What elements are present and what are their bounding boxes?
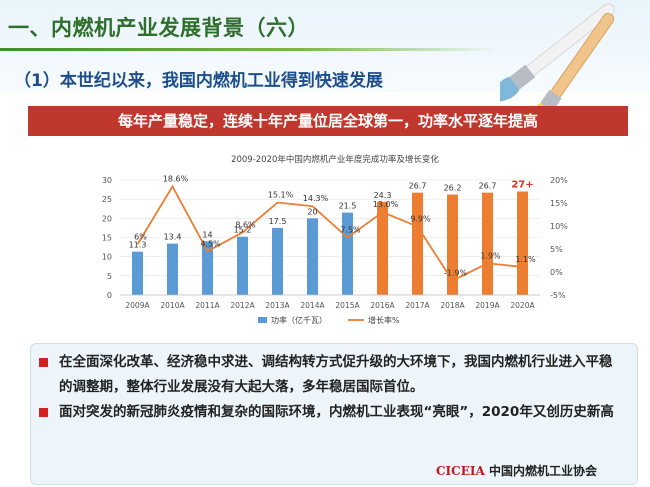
x-axis-tick-label: 2016A	[370, 301, 395, 310]
legend-swatch-power	[258, 317, 267, 323]
line-data-label: 1.9%	[480, 251, 501, 260]
bar-data-label: 26.7	[479, 182, 497, 191]
right-axis-tick-label: 15%	[550, 199, 568, 208]
bar-data-label: 15.2	[234, 226, 252, 235]
bar	[342, 212, 353, 295]
bar-data-label: 14	[202, 230, 212, 239]
x-axis-tick-label: 2010A	[160, 301, 185, 310]
legend-label-power: 功率（亿千瓦）	[271, 315, 327, 325]
x-axis-tick-label: 2012A	[230, 301, 255, 310]
bar	[202, 241, 213, 295]
left-axis-tick-label: 0	[107, 291, 112, 300]
left-axis-tick-label: 5	[107, 272, 112, 281]
bar-data-label: 27+	[511, 180, 533, 191]
x-axis-tick-label: 2015A	[335, 301, 360, 310]
line-data-label: 1.1%	[515, 255, 536, 264]
bar	[412, 192, 423, 295]
bar	[272, 227, 283, 295]
bar	[517, 191, 528, 295]
bar	[447, 194, 458, 295]
x-axis-tick-label: 2019A	[475, 301, 500, 310]
line-data-label: 9.9%	[410, 214, 431, 223]
bar	[237, 236, 248, 295]
footer-org: 中国内燃机工业协会	[488, 464, 597, 478]
chart-title: 2009-2020年中国内燃机产业年度完成功率及增长变化	[231, 154, 439, 165]
x-axis-tick-label: 2018A	[440, 301, 465, 310]
line-data-label: 14.3%	[303, 194, 329, 203]
left-axis-tick-label: 25	[102, 195, 112, 204]
line-data-label: -1.9%	[444, 269, 468, 278]
line-data-label: 7.5%	[340, 226, 361, 235]
x-axis-tick-label: 2020A	[510, 301, 535, 310]
x-axis-tick-label: 2009A	[125, 301, 150, 310]
highlight-banner: 每年产量稳定，连续十年产量位居全球第一，功率水平逐年提高	[28, 106, 628, 136]
bar	[167, 243, 178, 295]
bar-data-label: 17.5	[269, 217, 287, 226]
bullet-item: 面对突发的新冠肺炎疫情和复杂的国际环境，内燃机工业表现“亮眼”，2020年又创历…	[39, 400, 619, 425]
x-axis-tick-label: 2013A	[265, 301, 290, 310]
bar	[307, 218, 318, 295]
bar-data-label: 21.5	[339, 202, 357, 211]
x-axis-tick-label: 2017A	[405, 301, 430, 310]
left-axis-tick-label: 20	[102, 214, 112, 223]
left-axis-tick-label: 30	[102, 176, 112, 185]
bar-data-label: 24.3	[374, 191, 392, 200]
bullet-text: 在全面深化改革、经济稳中求进、调结构转方式促升级的大环境下，我国内燃机行业进入平…	[59, 354, 613, 395]
line-data-label: 8.6%	[235, 220, 256, 229]
bar	[132, 251, 143, 295]
left-axis-tick-label: 15	[102, 234, 112, 243]
x-axis-tick-label: 2014A	[300, 301, 325, 310]
line-data-label: 13.0%	[373, 200, 399, 209]
header-background	[0, 0, 650, 92]
right-axis-tick-label: 20%	[550, 176, 568, 185]
line-data-label: 15.1%	[268, 191, 294, 200]
bullet-item: 在全面深化改革、经济稳中求进、调结构转方式促升级的大环境下，我国内燃机行业进入平…	[39, 350, 619, 400]
line-data-label: 4.5%	[200, 239, 221, 248]
bullet-marker	[39, 358, 48, 367]
bar-data-label: 26.7	[409, 182, 427, 191]
legend-label-growth: 增长率%	[368, 315, 400, 325]
paint-brushes-decoration	[500, 3, 615, 110]
bar-data-label: 20	[307, 207, 317, 216]
right-axis-tick-label: 0%	[550, 268, 563, 277]
right-axis-tick-label: 10%	[550, 222, 568, 231]
bar	[377, 201, 388, 295]
bullet-text: 面对突发的新冠肺炎疫情和复杂的国际环境，内燃机工业表现“亮眼”，2020年又创历…	[59, 404, 614, 420]
page-title: 一、内燃机产业发展背景（六）	[8, 16, 309, 40]
title-underline	[0, 48, 500, 51]
page-subtitle: （1）本世纪以来，我国内燃机工业得到快速发展	[14, 71, 383, 91]
line-data-label: 6%	[134, 232, 147, 241]
bullet-marker	[39, 408, 48, 417]
bar-data-label: 26.2	[444, 184, 462, 193]
left-axis-tick-label: 10	[102, 253, 112, 262]
chart: 2009-2020年中国内燃机产业年度完成功率及增长变化 11.3 13.4 14 1…	[102, 154, 568, 325]
bar	[482, 192, 493, 295]
bar-data-label: 13.4	[164, 233, 182, 242]
bar-data-label: 11.3	[129, 241, 147, 250]
growth-rate-line	[136, 184, 523, 282]
footer-logo: CICEIA 中国内燃机工业协会	[436, 462, 597, 479]
x-axis-tick-label: 2011A	[195, 301, 220, 310]
right-axis-tick-label: 5%	[550, 245, 563, 254]
footer-brand: CICEIA	[436, 464, 485, 478]
line-data-label: 18.6%	[163, 174, 189, 183]
summary-box: 在全面深化改革、经济稳中求进、调结构转方式促升级的大环境下，我国内燃机行业进入平…	[30, 343, 638, 485]
right-axis-tick-label: -5%	[550, 291, 566, 300]
